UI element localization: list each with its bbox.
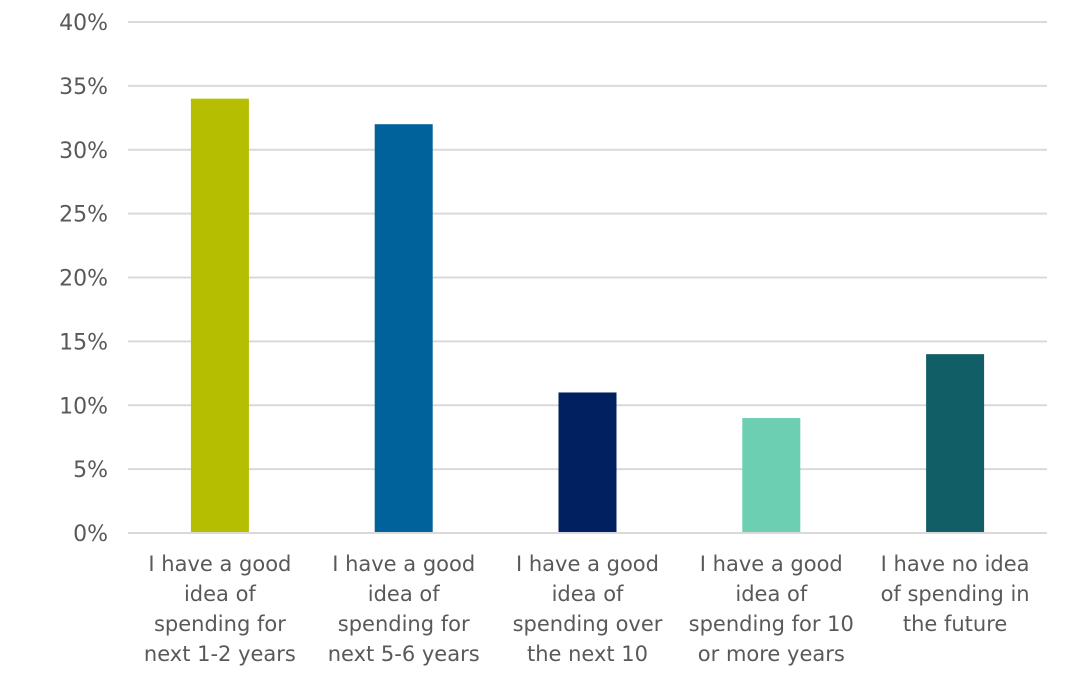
x-category-label: I have a good idea of spending for next 1-2…: [144, 552, 296, 666]
bar: [374, 124, 433, 533]
y-tick-label: 0%: [73, 522, 108, 547]
y-tick-label: 5%: [73, 458, 108, 483]
x-category-label-line: of spending in: [881, 582, 1030, 606]
x-category-label-line: I have a good: [516, 552, 659, 576]
y-tick-label: 20%: [59, 267, 108, 292]
x-category-label-line: the future: [903, 612, 1007, 636]
x-category-label: I have no idea of spending in the future: [881, 552, 1030, 636]
x-category-label-line: spending for: [154, 612, 286, 636]
x-category-label-line: spending over: [513, 612, 663, 636]
bar: [558, 392, 617, 533]
bars: [190, 98, 985, 534]
y-tick-label: 35%: [59, 75, 108, 100]
x-category-label-line: I have a good: [332, 552, 475, 576]
x-category-label-line: spending for: [338, 612, 470, 636]
bar: [742, 418, 801, 533]
x-category-label-line: next 5-6 years: [328, 642, 480, 666]
x-category-label: I have a good idea of spending for 10 or mo…: [689, 552, 854, 666]
y-tick-label: 30%: [59, 139, 108, 164]
x-category-label: I have a good idea of spending for next 5-6…: [328, 552, 480, 666]
y-tick-label: 40%: [59, 11, 108, 36]
bar: [190, 98, 249, 534]
x-category-label-line: I have a good: [700, 552, 843, 576]
x-category-label-line: next 1-2 years: [144, 642, 296, 666]
x-category-label-line: idea of: [552, 582, 624, 606]
x-category-label-line: I have no idea: [881, 552, 1030, 576]
x-category-label-line: idea of: [735, 582, 807, 606]
x-category-label-line: spending for 10: [689, 612, 854, 636]
y-tick-label: 25%: [59, 203, 108, 228]
x-category-label-line: the next 10: [527, 642, 648, 666]
y-tick-label: 15%: [59, 330, 108, 355]
x-category-label: I have a good idea of spending over the nex…: [513, 552, 663, 666]
y-axis-tick-labels: 0% 5% 10% 15% 20% 25% 30% 35% 40%: [59, 11, 108, 547]
x-category-label-line: idea of: [368, 582, 440, 606]
x-category-label-line: I have a good: [148, 552, 291, 576]
bar: [926, 354, 985, 533]
x-axis-category-labels: I have a good idea of spending for next 1-2…: [144, 552, 1030, 666]
gridlines: [128, 21, 1047, 471]
y-tick-label: 10%: [59, 394, 108, 419]
x-category-label-line: idea of: [184, 582, 256, 606]
x-category-label-line: or more years: [698, 642, 845, 666]
